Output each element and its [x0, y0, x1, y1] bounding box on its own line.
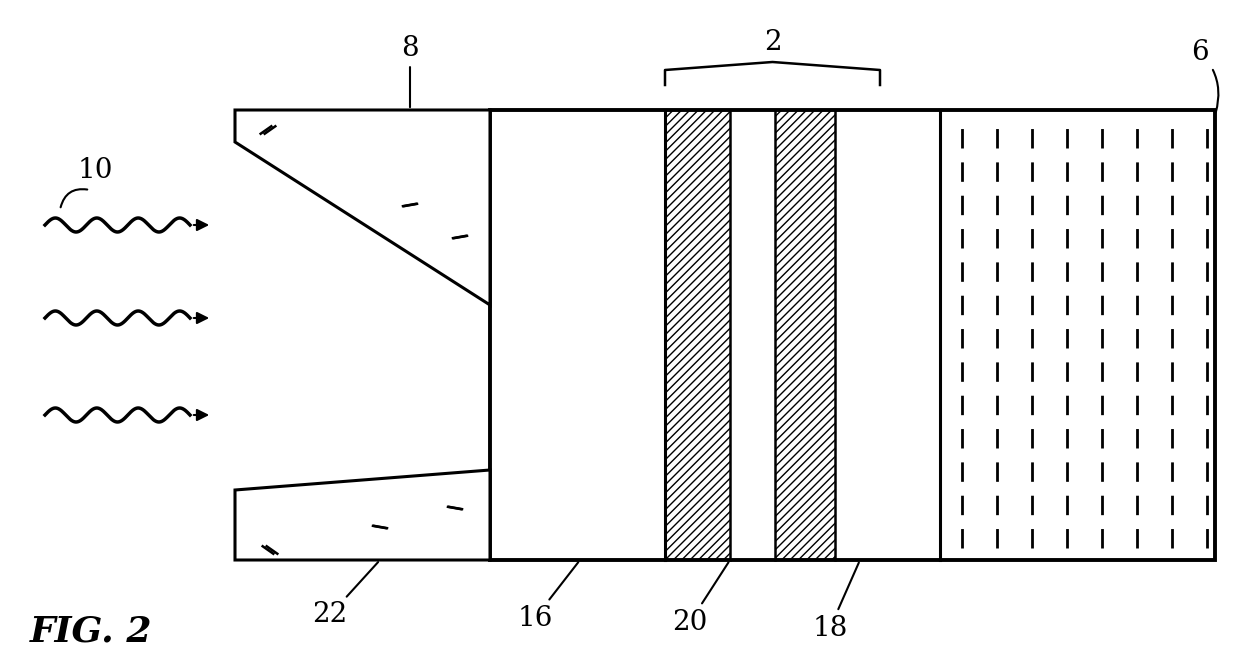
- Text: FIG. 2: FIG. 2: [30, 615, 153, 649]
- Bar: [665, 110, 730, 560]
- Polygon shape: [236, 470, 490, 560]
- Text: 8: 8: [402, 35, 419, 107]
- Text: 10: 10: [77, 156, 113, 184]
- Text: 18: 18: [812, 563, 859, 642]
- Text: 6: 6: [1192, 39, 1219, 112]
- Text: 2: 2: [764, 29, 781, 55]
- Text: 22: 22: [312, 562, 378, 628]
- Polygon shape: [236, 110, 490, 305]
- Bar: [775, 110, 835, 560]
- Text: 16: 16: [517, 562, 578, 632]
- Bar: [490, 110, 1215, 560]
- Text: 20: 20: [672, 563, 728, 636]
